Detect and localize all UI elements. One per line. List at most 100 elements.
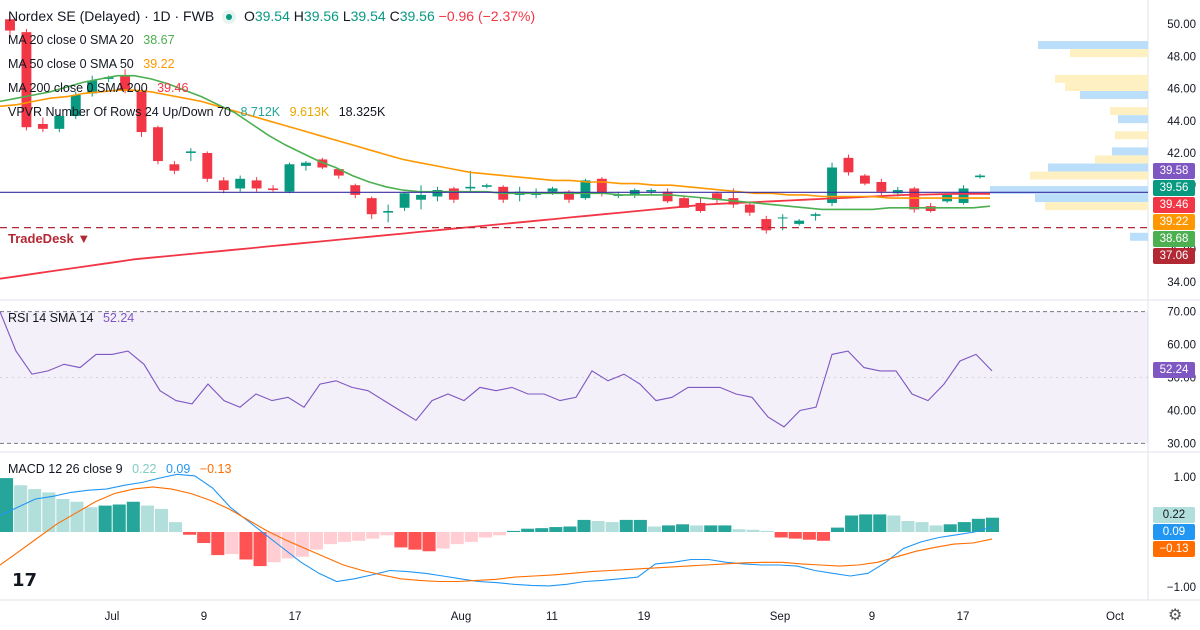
price-axis-label: 39.56 (1153, 180, 1195, 196)
macd-histogram-bar (338, 532, 352, 542)
time-tick-label: Oct (1106, 611, 1125, 623)
ohlc-o-value: 39.54 (254, 8, 290, 24)
macd-histogram-bar (140, 505, 154, 532)
symbol-title[interactable]: Nordex SE (Delayed) · 1D · FWB (8, 8, 215, 24)
candle-body (827, 167, 837, 203)
rsi-axis-label: 52.24 (1153, 362, 1195, 378)
tradedesk-annotation[interactable]: TradeDesk ▼ (8, 231, 91, 246)
candle-body (383, 211, 394, 213)
candle-body (399, 193, 410, 208)
time-tick-label: 9 (201, 611, 207, 623)
candle-body (564, 191, 574, 200)
candle-body (679, 198, 689, 208)
macd-histogram-bar (816, 532, 830, 541)
ohlc-o-label: O (243, 8, 255, 24)
volume-profile-bar (1095, 155, 1148, 164)
candle-body (958, 188, 969, 203)
time-tick-label: Sep (770, 611, 790, 623)
macd-histogram-bar (577, 519, 591, 532)
macd-histogram-bar (943, 524, 957, 532)
macd-histogram-bar (112, 504, 126, 532)
ohlc-l-label: L (342, 8, 351, 24)
candle-body (251, 180, 262, 189)
macd-histogram-bar (0, 478, 14, 532)
candle-body (333, 169, 344, 176)
volume-profile-bar (1055, 74, 1148, 83)
volume-profile-bar (1038, 41, 1148, 50)
ma200-legend[interactable]: MA 200 close 0 SMA 200 39.46 (8, 80, 194, 96)
candle-body (744, 204, 755, 213)
market-status-icon[interactable] (222, 10, 237, 25)
macd-histogram-bar (197, 532, 211, 543)
candle-body (21, 32, 32, 128)
macd-histogram-bar (98, 505, 112, 532)
ma50-legend[interactable]: MA 50 close 0 SMA 50 39.22 (8, 56, 181, 72)
macd-histogram-bar (492, 532, 507, 536)
candle-body (235, 178, 246, 189)
macd-histogram-bar (605, 522, 619, 532)
macd-histogram-bar (591, 521, 605, 532)
ma200-line (0, 192, 990, 280)
candle-body (432, 190, 443, 197)
vpvr-down: 9.613K (289, 105, 330, 119)
macd-histogram-bar (647, 526, 661, 532)
price-change: −0.96 (−2.37%) (438, 8, 536, 24)
time-tick-label: Jul (105, 611, 120, 623)
macd-histogram-bar (985, 517, 999, 532)
vpvr-legend[interactable]: VPVR Number Of Rows 24 Up/Down 70 8.712K… (8, 104, 391, 120)
macd-histogram-bar (830, 527, 845, 532)
candle-body (465, 186, 476, 189)
macd-histogram-bar (211, 532, 225, 556)
macd-axis-label: 0.22 (1153, 507, 1195, 523)
ma20-legend[interactable]: MA 20 close 0 SMA 20 38.67 (8, 32, 181, 48)
symbol-header: Nordex SE (Delayed) · 1D · FWB O39.54 H3… (8, 8, 536, 25)
candle-body (218, 180, 229, 191)
candle-body (794, 220, 805, 224)
price-axis-label: 37.06 (1153, 248, 1195, 264)
macd-histogram-bar (56, 499, 70, 532)
candle-body (87, 80, 98, 94)
volume-profile-bar (1070, 49, 1148, 58)
price-tick-label: 44.00 (1167, 116, 1196, 128)
volume-profile-bar (1118, 115, 1148, 124)
macd-histogram-bar (507, 530, 521, 532)
ma20-value: 38.67 (143, 33, 175, 47)
ohlc-c-value: 39.56 (399, 8, 435, 24)
macd-label: MACD 12 26 close 9 (8, 462, 123, 476)
volume-profile-bar (1080, 91, 1148, 99)
candle-body (481, 185, 492, 187)
candle-body (169, 164, 180, 171)
price-axis-label: 38.68 (1153, 231, 1195, 247)
macd-histogram-bar (845, 515, 859, 532)
macd-histogram-bar (42, 492, 56, 532)
macd-histogram-bar (661, 525, 676, 532)
macd-histogram-bar (676, 524, 690, 532)
price-tick-label: 50.00 (1167, 19, 1196, 31)
candle-body (284, 164, 295, 192)
candle-body (185, 151, 196, 153)
price-axis-label: 39.22 (1153, 214, 1195, 230)
macd-histogram-bar (323, 532, 338, 545)
volume-profile-bar (1045, 202, 1148, 211)
tradingview-logo-icon[interactable]: 𝟭𝟳 (12, 570, 38, 590)
time-tick-label: 17 (289, 611, 302, 623)
volume-profile-bar (1112, 147, 1148, 156)
candle-body (662, 191, 673, 202)
volume-profile-bar (1030, 171, 1148, 180)
gear-icon[interactable]: ⚙ (1168, 607, 1183, 624)
rsi-legend[interactable]: RSI 14 SMA 14 52.24 (8, 310, 140, 326)
ma50-label: MA 50 close 0 SMA 50 (8, 57, 134, 71)
macd-histogram-bar (549, 527, 563, 532)
macd-legend[interactable]: MACD 12 26 close 9 0.22 0.09 −0.13 (8, 461, 237, 477)
macd-histogram-bar (422, 532, 436, 552)
candle-body (70, 95, 81, 116)
macd-histogram-bar (380, 532, 394, 536)
volume-profile-bar (1035, 194, 1148, 203)
macd-histogram-bar (352, 532, 366, 541)
candle-body (268, 188, 278, 191)
macd-histogram-bar (774, 532, 788, 538)
price-tick-label: 42.00 (1167, 148, 1196, 160)
macd-histogram-bar (84, 507, 98, 532)
macd-line-value: 0.09 (165, 462, 191, 476)
